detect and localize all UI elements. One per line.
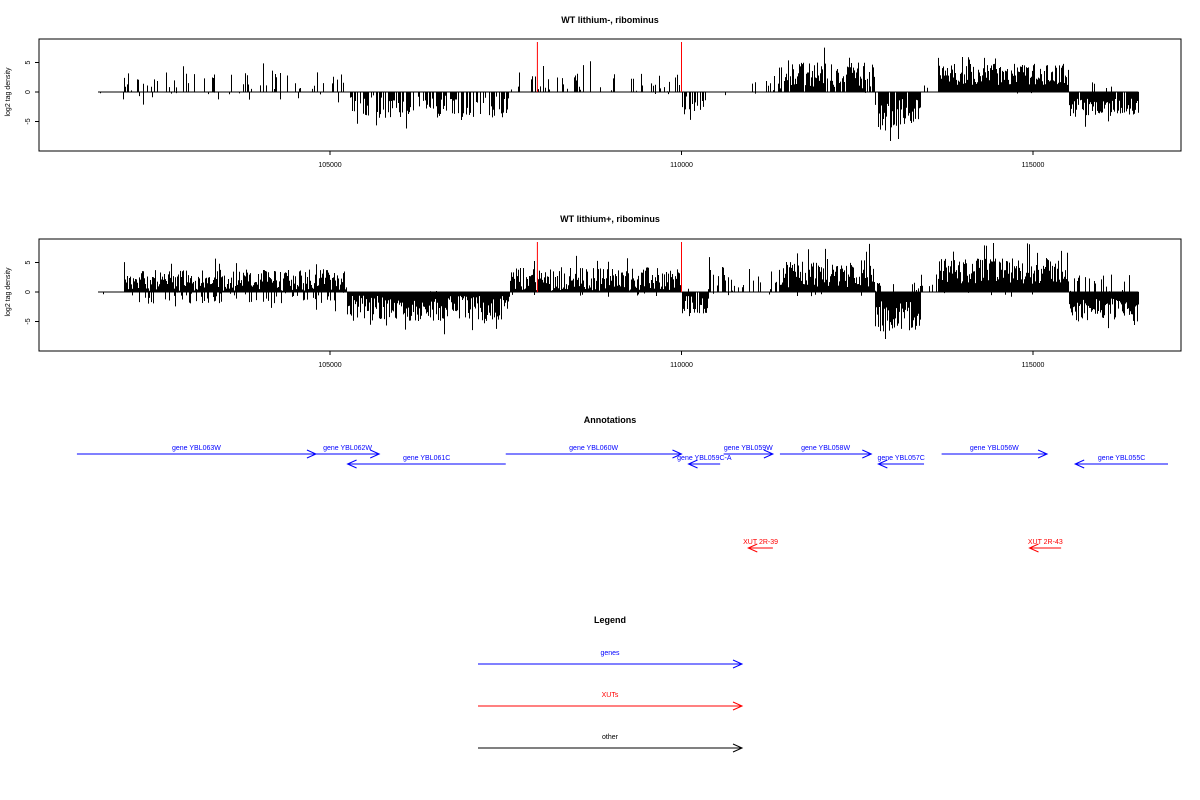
feature-gene: gene YBL061C: [346, 455, 506, 469]
x-tick-label: 105000: [318, 362, 341, 369]
feature-label: gene YBL056W: [970, 445, 1019, 452]
feature-label: gene YBL060W: [569, 445, 618, 452]
legend-label: other: [602, 734, 619, 741]
feature-label: XUT 2R-43: [1028, 539, 1063, 546]
feature-label: gene YBL055C: [1098, 455, 1145, 462]
legend-item-other: other: [478, 734, 744, 753]
y-tick-label: 5: [25, 60, 32, 64]
feature-gene: gene YBL056W: [941, 445, 1049, 459]
legend-item-xut: XUTs: [478, 692, 744, 711]
x-tick-label: 105000: [318, 162, 341, 169]
y-axis-label: log2 tag density: [5, 267, 12, 317]
feature-xut: XUT 2R-43: [1028, 539, 1063, 553]
legend-arrow-head: [732, 701, 744, 711]
y-tick-label: 0: [25, 290, 32, 294]
legend-item-gene: genes: [478, 650, 744, 669]
feature-label: gene YBL059W: [724, 445, 773, 452]
feature-label: gene YBL062W: [323, 445, 372, 452]
feature-gene: gene YBL055C: [1073, 455, 1168, 469]
legend-label: genes: [600, 650, 620, 657]
feature-gene: gene YBL062W: [315, 445, 381, 459]
legend-label: XUTs: [602, 692, 619, 699]
feature-arrow-head: [1037, 449, 1049, 459]
x-tick-label: 115000: [1022, 362, 1045, 369]
feature-gene: gene YBL063W: [76, 445, 318, 459]
marker-lines: [536, 242, 682, 292]
feature-arrow-head: [1073, 459, 1085, 469]
feature-label: gene YBL058W: [801, 445, 850, 452]
feature-gene: gene YBL057C: [877, 455, 925, 469]
signal-bars: [103, 243, 1139, 339]
feature-label: XUT 2R-39: [743, 539, 778, 546]
feature-arrow-head: [370, 449, 381, 459]
track-panel-lithium-minus: WT lithium-, ribominus log2 tag density …: [5, 15, 1182, 169]
feature-gene: gene YBL060W: [505, 445, 683, 459]
feature-gene: gene YBL058W: [779, 445, 873, 459]
signal-bars: [100, 47, 1139, 141]
feature-arrow-head: [672, 449, 683, 459]
track-panel-lithium-plus: WT lithium+, ribominus log2 tag density …: [5, 214, 1182, 369]
feature-arrow-head: [877, 459, 888, 469]
feature-gene: gene YBL059W: [723, 445, 775, 459]
feature-arrow-head: [747, 543, 758, 553]
y-tick-label: -5: [25, 318, 32, 324]
x-axis-ticks: 105000 110000 115000: [318, 151, 1045, 169]
y-axis-ticks: -5 0 5: [25, 260, 39, 325]
legend-arrow-head: [732, 659, 744, 669]
legend-panel: Legend genes XUTs other: [478, 615, 744, 753]
feature-gene: gene YBL059C-A: [677, 455, 732, 469]
feature-label: gene YBL063W: [172, 445, 221, 452]
annotation-features: gene YBL063W gene YBL062W gene YBL061C gene…: [76, 445, 1168, 553]
feature-label: gene YBL057C: [878, 455, 925, 462]
feature-label: gene YBL059C-A: [677, 455, 732, 462]
feature-arrow-head: [687, 459, 698, 469]
feature-arrow-head: [763, 449, 775, 459]
legend-items: genes XUTs other: [478, 650, 744, 753]
marker-lines: [536, 42, 682, 92]
annotations-title: Annotations: [584, 415, 637, 425]
feature-arrow-head: [1028, 543, 1039, 553]
feature-arrow-head: [862, 449, 873, 459]
plot-frame: [38, 238, 1182, 352]
legend-title: Legend: [594, 615, 626, 625]
x-tick-label: 110000: [670, 162, 693, 169]
x-tick-label: 115000: [1022, 162, 1045, 169]
legend-arrow-head: [732, 743, 744, 753]
feature-xut: XUT 2R-39: [743, 539, 778, 553]
x-axis-ticks: 105000 110000 115000: [318, 351, 1045, 369]
annotations-panel: Annotations gene YBL063W gene YBL062Wgene…: [76, 415, 1168, 553]
y-tick-label: 5: [25, 260, 32, 264]
feature-label: gene YBL061C: [403, 455, 450, 462]
plot-frame: [38, 38, 1182, 152]
y-tick-label: 0: [25, 90, 32, 94]
y-axis-ticks: -5 0 5: [25, 60, 39, 125]
feature-arrow-head: [346, 459, 357, 469]
y-tick-label: -5: [25, 118, 32, 124]
panel-title: WT lithium+, ribominus: [560, 214, 660, 224]
x-tick-label: 110000: [670, 362, 693, 369]
panel-title: WT lithium-, ribominus: [561, 15, 659, 25]
y-axis-label: log2 tag density: [5, 67, 12, 117]
